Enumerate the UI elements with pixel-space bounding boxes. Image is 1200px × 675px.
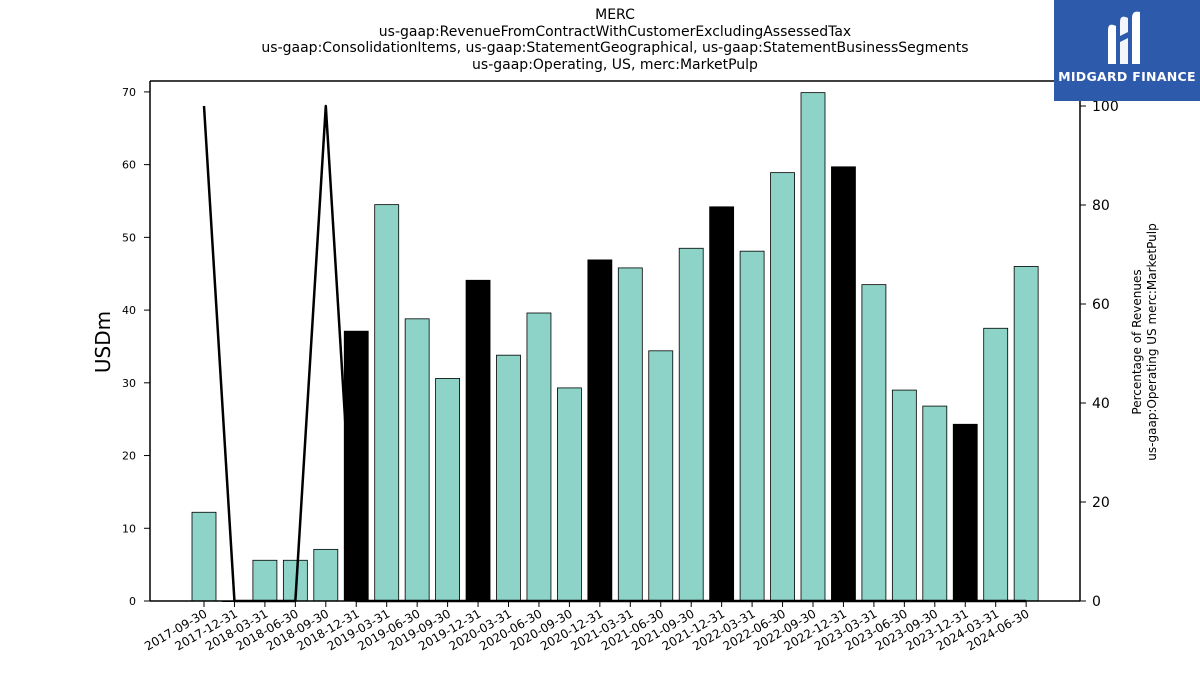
bar [557, 387, 582, 602]
bar [526, 312, 552, 602]
y2-axis-label-line: Percentage of Revenues [1130, 269, 1144, 414]
bar [922, 405, 948, 602]
chart-title: MERC us-gaap:RevenueFromContractWithCust… [150, 7, 1080, 73]
bar [587, 259, 613, 602]
title-line: MERC [595, 7, 635, 23]
bar [952, 423, 978, 602]
bar [435, 378, 461, 602]
logo: MIDGARD FINANCE [1054, 0, 1200, 101]
bar [739, 250, 765, 602]
bar [648, 350, 674, 602]
title-line: us-gaap:RevenueFromContractWithCustomerE… [378, 23, 852, 40]
bar [891, 389, 917, 602]
y2-axis-label-line: us-gaap:Operating US merc:MarketPulp [1145, 223, 1159, 460]
bar [313, 548, 339, 602]
bar [191, 511, 217, 602]
bar [1013, 266, 1039, 602]
y-tick-label: 10 [122, 522, 136, 535]
y-tick-label: 30 [122, 377, 136, 390]
title-line: us-gaap:ConsolidationItems, us-gaap:Stat… [261, 40, 969, 56]
bar [404, 318, 430, 602]
bar [252, 559, 278, 602]
bar [983, 327, 1009, 602]
bar [465, 279, 491, 602]
bar [709, 206, 735, 602]
bar-group [191, 92, 1039, 603]
bar [374, 204, 400, 602]
bar [617, 267, 643, 602]
title-line: us-gaap:Operating, US, merc:MarketPulp [472, 56, 758, 73]
y2-tick-label: 40 [1092, 396, 1110, 412]
y-tick-label: 0 [129, 595, 136, 608]
bar [831, 166, 856, 602]
logo-name: MIDGARD FINANCE [1058, 69, 1196, 84]
y-tick-label: 50 [122, 231, 136, 244]
bar [770, 172, 795, 602]
y2-tick-label: 60 [1092, 297, 1110, 313]
y2-tick-label: 100 [1092, 99, 1119, 115]
y-tick-label: 20 [122, 450, 136, 463]
bar [678, 247, 704, 602]
bar [800, 92, 826, 602]
y-tick-label: 70 [122, 86, 136, 99]
y2-tick-label: 20 [1092, 495, 1110, 511]
y-axis-label: USDm [91, 311, 115, 373]
bar [861, 284, 887, 602]
logo-mark-icon [1108, 11, 1140, 65]
y-tick-label: 40 [122, 304, 136, 317]
bar [496, 354, 521, 602]
y-tick-label: 60 [122, 159, 136, 172]
y2-tick-label: 80 [1092, 198, 1110, 214]
y2-tick-label: 0 [1092, 594, 1101, 610]
